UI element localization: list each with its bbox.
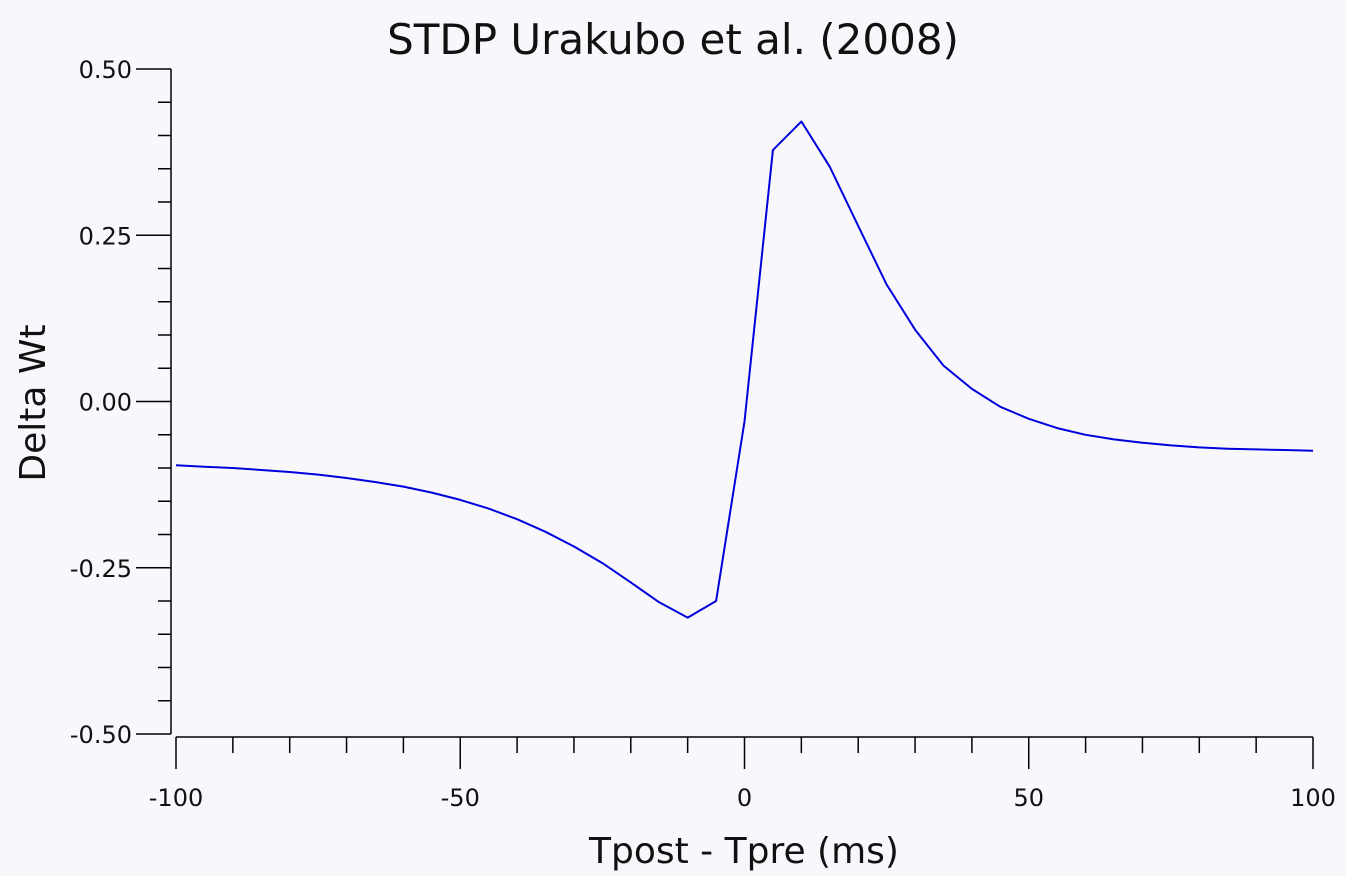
y-axis-title: Delta Wt xyxy=(13,324,54,481)
chart-title: STDP Urakubo et al. (2008) xyxy=(387,15,959,64)
x-tick-label: -50 xyxy=(441,784,480,812)
y-tick-label: 0.50 xyxy=(79,56,132,84)
series-line xyxy=(175,120,1314,619)
x-axis-title: Tpost - Tpre (ms) xyxy=(588,831,899,872)
x-tick-label: 0 xyxy=(737,784,752,812)
x-tick-label: 100 xyxy=(1290,784,1336,812)
x-axis: -100 -50 0 50 100 xyxy=(149,736,1336,812)
x-tick-label: 50 xyxy=(1013,784,1044,812)
x-tick-label: -100 xyxy=(149,784,203,812)
y-tick-label: -0.25 xyxy=(70,555,132,583)
y-axis: -0.50 -0.25 0.00 0.25 0.50 xyxy=(70,56,172,749)
y-tick-label: -0.50 xyxy=(70,721,132,749)
y-tick-label: 0.00 xyxy=(79,389,132,417)
y-tick-label: 0.25 xyxy=(79,222,132,250)
plot-area xyxy=(175,120,1314,619)
